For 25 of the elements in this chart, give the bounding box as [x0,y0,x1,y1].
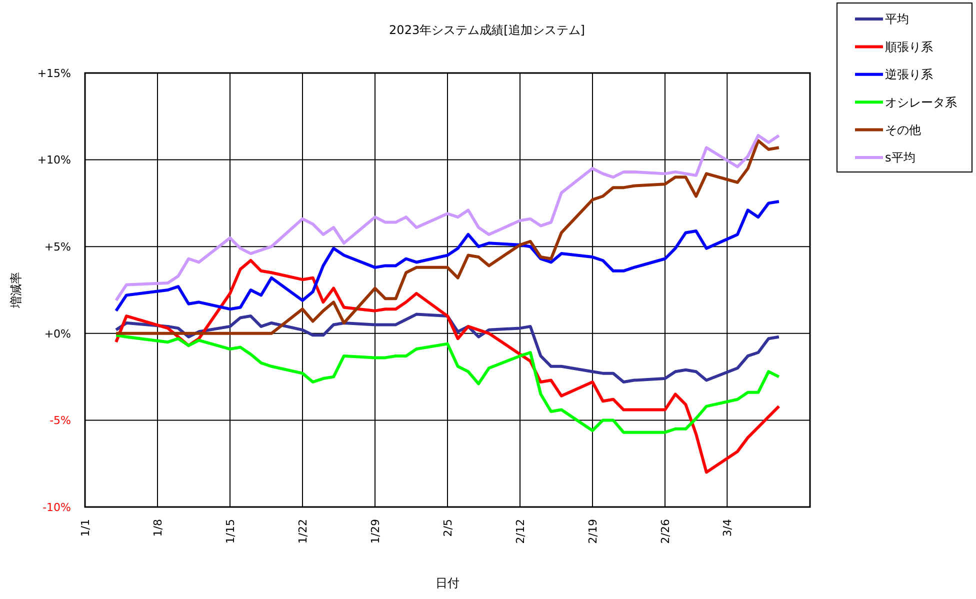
y-tick-label: -10% [42,500,71,514]
x-tick-label: 2/5 [441,519,454,537]
x-tick-label: 1/1 [78,519,92,537]
x-tick-label: 1/8 [151,519,164,537]
y-tick-label: +5% [44,240,71,254]
chart-title: 2023年システム成績[追加システム] [389,23,585,37]
legend-label: 逆張り系 [885,68,933,82]
y-tick-label: -5% [50,414,71,428]
x-tick-label: 1/15 [224,519,237,544]
x-tick-label: 1/22 [296,519,310,544]
legend-label: 平均 [885,12,909,26]
legend-label: オシレータ系 [885,95,957,110]
y-tick-label: +10% [37,154,71,167]
x-tick-label: 2/26 [658,519,672,544]
legend-label: 順張り系 [885,40,933,54]
x-tick-label: 1/29 [368,519,382,544]
x-axis-title: 日付 [436,576,460,590]
legend-label: s平均 [885,150,916,165]
x-tick-label: 2/12 [514,519,527,544]
x-tick-label: 2/19 [586,519,600,544]
y-tick-label: +0% [44,327,71,340]
x-tick-label: 3/4 [720,519,734,537]
legend-label: その他 [885,123,921,137]
y-tick-label: +15% [37,66,71,80]
y-axis-title: 増減率 [9,272,23,309]
